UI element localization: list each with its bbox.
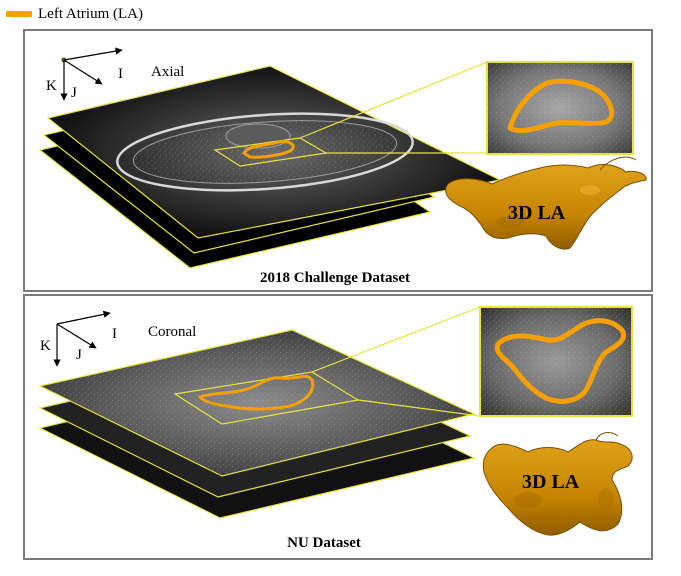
axial-axes — [60, 47, 123, 101]
zoom-connector-bottom-b — [357, 399, 481, 417]
panel-coronal — [23, 294, 653, 560]
coronal-axis-j-label: J — [76, 347, 82, 363]
coronal-slice-stack — [38, 329, 476, 519]
axial-3d-la-model — [445, 156, 647, 250]
axial-slice-stack — [38, 65, 502, 269]
zoom-connector-top-a — [299, 61, 488, 139]
legend-label: Left Atrium (LA) — [38, 6, 143, 22]
panel-axial — [23, 29, 653, 292]
zoom-connector-bottom-a — [311, 306, 481, 373]
coronal-zoom-inset — [479, 306, 633, 417]
coronal-3d-la-model — [482, 432, 633, 536]
axial-axis-k-label: K — [46, 78, 57, 94]
coronal-view-label: Coronal — [148, 324, 197, 340]
axial-axis-j-label: J — [71, 85, 77, 101]
coronal-dataset-caption: NU Dataset — [287, 535, 361, 551]
axial-axis-i-label: I — [118, 66, 123, 82]
legend-swatch — [6, 11, 32, 17]
coronal-axis-k-label: K — [40, 338, 51, 354]
axial-dataset-caption: 2018 Challenge Dataset — [260, 270, 410, 286]
coronal-axis-i-label: I — [112, 326, 117, 342]
axial-view-label: Axial — [151, 64, 185, 80]
coronal-3d-la-label: 3D LA — [522, 471, 580, 493]
coronal-axes — [53, 310, 111, 367]
axial-3d-la-label: 3D LA — [508, 202, 566, 224]
axial-zoom-inset — [486, 61, 634, 155]
